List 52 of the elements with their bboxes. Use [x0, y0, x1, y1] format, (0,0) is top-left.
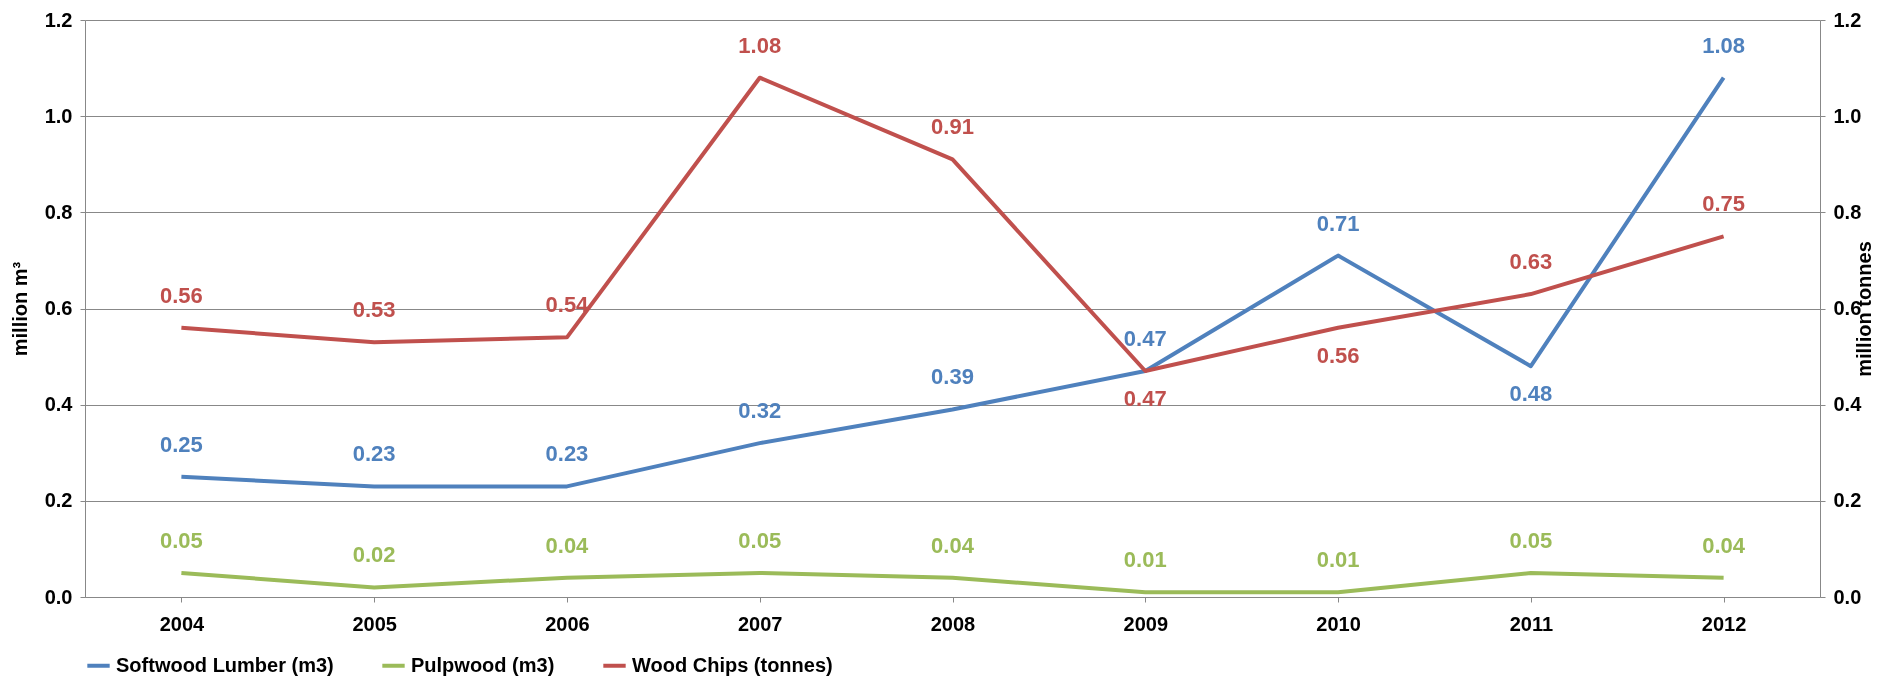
y2-tick-label: 0.4 [1833, 393, 1863, 416]
data-label: 0.91 [931, 114, 974, 140]
data-label: 0.47 [1123, 386, 1167, 412]
y2-tick-label: 0.2 [1833, 489, 1862, 512]
y-tick-label: 1.2 [44, 8, 73, 31]
x-tick-label: 2007 [737, 612, 783, 635]
legend-label: Softwood Lumber (m3) [116, 653, 334, 676]
data-label: 0.56 [159, 282, 203, 308]
line-series [179, 570, 1726, 595]
legend-label: Wood Chips (tonnes) [632, 653, 833, 676]
data-label: 0.05 [738, 527, 782, 553]
data-label: 0.48 [1509, 381, 1553, 407]
y-tick-label: 0.8 [44, 200, 73, 223]
data-label: 0.25 [159, 431, 203, 457]
data-label: 0.71 [1316, 210, 1360, 236]
y-tick-label: 0.4 [44, 393, 74, 416]
y2-tick-label: 1.0 [1833, 104, 1862, 127]
y2-tick-label: 0.0 [1833, 585, 1862, 608]
data-label: 0.47 [1123, 326, 1167, 352]
x-tick-label: 2008 [930, 612, 976, 635]
y-tick-label: 0.2 [44, 489, 73, 512]
data-label: 0.63 [1509, 249, 1553, 275]
data-label: 0.56 [1316, 342, 1360, 368]
y2-tick-label: 0.8 [1833, 200, 1862, 223]
data-label: 0.05 [159, 527, 203, 553]
y2-tick-label: 1.2 [1833, 8, 1862, 31]
x-tick-label: 2006 [545, 612, 590, 635]
data-label: 1.08 [1702, 32, 1746, 58]
x-tick-label: 2009 [1123, 612, 1169, 635]
data-label: 0.75 [1702, 191, 1746, 217]
data-label: 0.23 [545, 441, 589, 467]
data-label: 1.08 [738, 32, 782, 58]
data-label: 0.39 [931, 364, 974, 390]
y-tick-label: 0.6 [44, 297, 73, 319]
x-tick-label: 2004 [159, 612, 206, 635]
y-tick-label: 0.0 [44, 585, 73, 608]
x-tick-label: 2005 [352, 612, 397, 635]
data-label: 0.32 [738, 398, 782, 424]
x-tick-label: 2012 [1701, 612, 1747, 635]
legend-label: Pulpwood (m3) [411, 653, 555, 676]
x-tick-label: 2011 [1509, 612, 1554, 635]
x-tick-label: 2010 [1316, 612, 1361, 635]
data-label: 0.04 [931, 532, 975, 558]
y-tick-label: 1.0 [44, 104, 73, 127]
data-label: 0.05 [1509, 527, 1553, 553]
data-label: 0.02 [352, 542, 396, 568]
data-label: 0.01 [1316, 547, 1360, 573]
data-label: 0.01 [1123, 547, 1167, 573]
data-label: 0.04 [1702, 532, 1746, 558]
y-axis-title: million m³ [8, 261, 31, 357]
data-label: 0.23 [352, 441, 396, 467]
data-label: 0.04 [545, 532, 590, 558]
